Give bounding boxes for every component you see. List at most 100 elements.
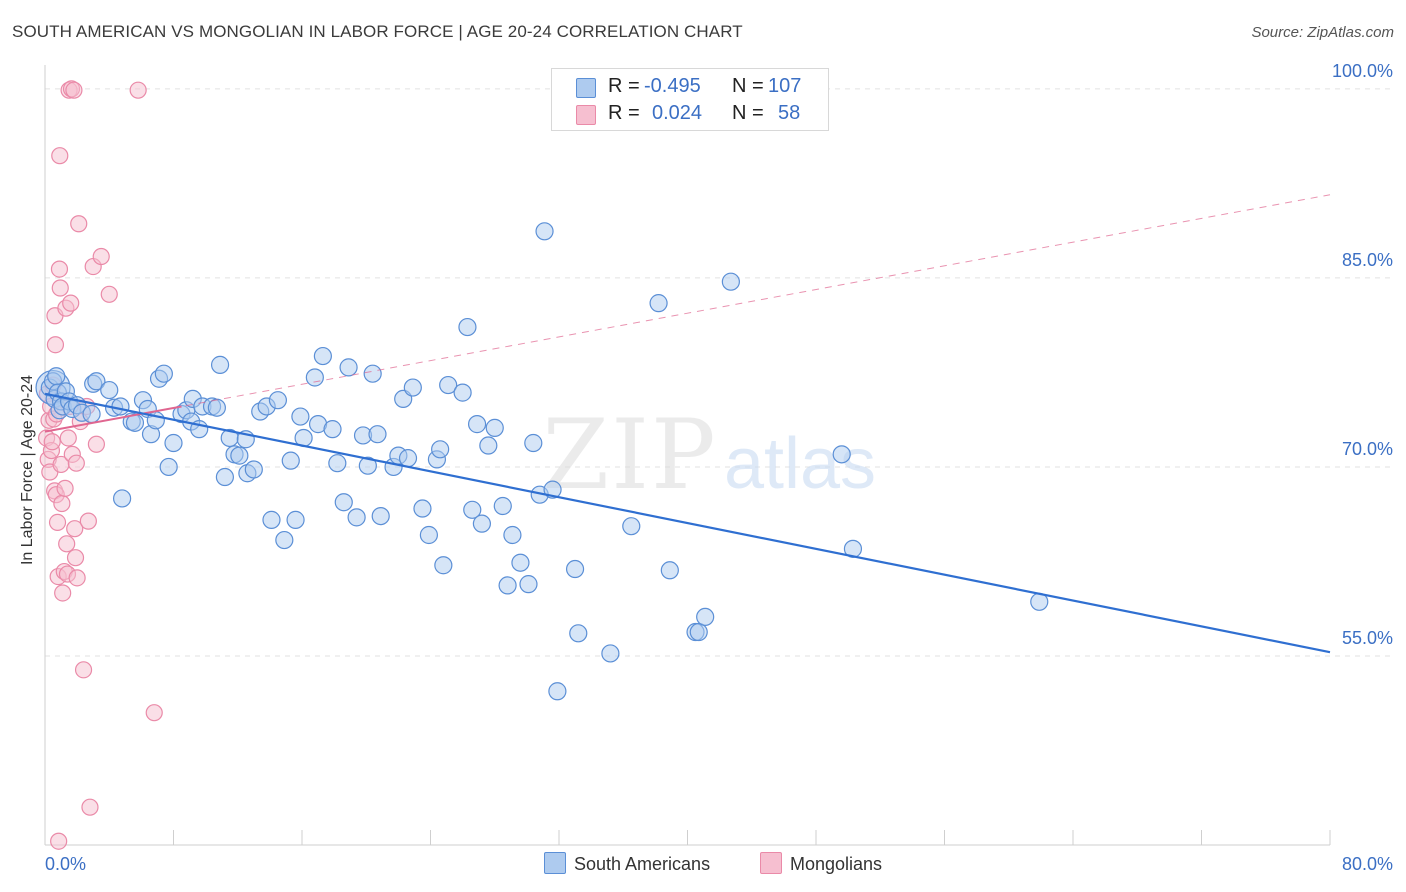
south-american-point — [323, 420, 342, 439]
y-tick-label: 85.0% — [1342, 250, 1393, 270]
mongolian-point — [74, 661, 93, 679]
south-american-point — [413, 499, 432, 518]
mongolian-point — [59, 429, 77, 447]
bottom-legend-south-americans: South Americans — [544, 852, 710, 876]
chart-source: Source: ZipAtlas.com — [1251, 24, 1394, 41]
watermark: ZIP atlas — [542, 399, 876, 511]
south-american-point — [485, 418, 504, 437]
mongolian-point — [66, 520, 84, 538]
south-american-point — [548, 682, 567, 701]
south-american-point — [434, 556, 453, 575]
south-american-point — [305, 368, 324, 387]
south-american-point — [328, 454, 347, 473]
mongolian-point — [54, 584, 72, 602]
mongolian-point — [50, 260, 69, 278]
mongolian-point — [43, 433, 61, 451]
south-american-point — [313, 346, 332, 366]
bottom-legend-swatch-pink — [760, 852, 782, 874]
south-american-point — [87, 372, 106, 391]
y-tick-labels: 55.0% 70.0% 85.0% 100.0% — [1332, 61, 1393, 648]
south-american-point — [403, 378, 422, 397]
south-american-point — [519, 575, 538, 594]
south-american-point — [467, 415, 487, 434]
legend-n-label: N = — [732, 102, 764, 124]
south-american-point — [262, 510, 281, 529]
x-tick-labels: 0.0% 80.0% — [45, 854, 1393, 874]
mongolian-point — [46, 336, 65, 354]
mongolian-point — [70, 215, 88, 233]
south-american-point — [439, 375, 458, 395]
watermark-zip: ZIP — [542, 399, 717, 511]
mongolian-point — [51, 147, 69, 165]
mongolian-point — [53, 494, 71, 513]
legend-n-value: 58 — [778, 102, 801, 124]
south-american-point — [286, 510, 305, 529]
bottom-legend-swatch-blue — [544, 852, 566, 874]
south-american-point — [524, 433, 543, 453]
south-american-point — [565, 559, 585, 579]
mongolian-trend-extended — [44, 194, 1331, 433]
south-american-point — [154, 364, 173, 383]
mongolian-point — [68, 569, 86, 587]
mongolian-point — [67, 454, 85, 472]
mongolian-point — [50, 832, 68, 850]
south-american-point — [215, 467, 234, 487]
south-american-point — [244, 460, 263, 479]
south-american-point — [230, 446, 249, 465]
south-american-point — [358, 456, 377, 475]
mongolian-point — [51, 279, 69, 297]
south-american-point — [275, 530, 294, 550]
mongolian-point — [56, 479, 74, 497]
south-american-point — [535, 222, 554, 241]
south-american-point — [347, 508, 366, 527]
south-american-point — [207, 398, 226, 417]
south-american-point — [660, 561, 679, 580]
south-american-point — [291, 407, 310, 426]
south-american-point — [111, 397, 130, 416]
south-american-point — [511, 553, 530, 572]
mongolian-point — [129, 81, 147, 99]
south-american-point — [431, 440, 450, 459]
mongolian-points — [38, 80, 163, 850]
mongolian-trend-line — [44, 405, 182, 433]
south-american-point — [622, 517, 641, 536]
trend-lines — [44, 194, 1331, 654]
south-american-point — [543, 480, 562, 499]
y-tick-label: 100.0% — [1332, 61, 1393, 81]
south-american-point — [82, 404, 101, 424]
south-american-point — [334, 493, 353, 512]
south-american-point — [100, 380, 119, 400]
legend-r-label: R = — [608, 75, 640, 97]
south-american-point — [832, 445, 851, 464]
x-tick-label: 80.0% — [1342, 854, 1393, 874]
bottom-legend-label: Mongolians — [790, 854, 883, 874]
mongolian-point — [92, 247, 110, 266]
south-american-point — [479, 436, 498, 455]
south-american-point — [721, 272, 740, 291]
legend-r-label: R = — [608, 102, 640, 124]
south-american-point — [159, 457, 178, 477]
south-american-point — [339, 358, 358, 377]
chart-title: SOUTH AMERICAN VS MONGOLIAN IN LABOR FOR… — [12, 22, 743, 41]
south-american-point — [112, 489, 132, 508]
legend-swatch-blue — [576, 78, 596, 98]
south-american-point — [363, 364, 382, 383]
mongolian-point — [100, 285, 118, 303]
south-american-point — [493, 496, 512, 516]
mongolian-point — [62, 294, 80, 312]
south-american-point — [368, 425, 387, 444]
south-american-point — [371, 506, 390, 526]
mongolian-point — [66, 549, 85, 567]
mongolian-point — [48, 513, 67, 531]
south-american-point — [498, 576, 517, 595]
south-american-point — [463, 500, 482, 519]
south-american-point — [398, 449, 418, 468]
bottom-legend-label: South Americans — [574, 854, 711, 874]
south-american-point — [281, 451, 300, 470]
south-american-point — [419, 525, 438, 545]
south-american-point — [453, 383, 472, 402]
south-american-point — [601, 644, 620, 663]
south-american-point — [47, 367, 66, 386]
mongolian-point — [58, 535, 76, 553]
